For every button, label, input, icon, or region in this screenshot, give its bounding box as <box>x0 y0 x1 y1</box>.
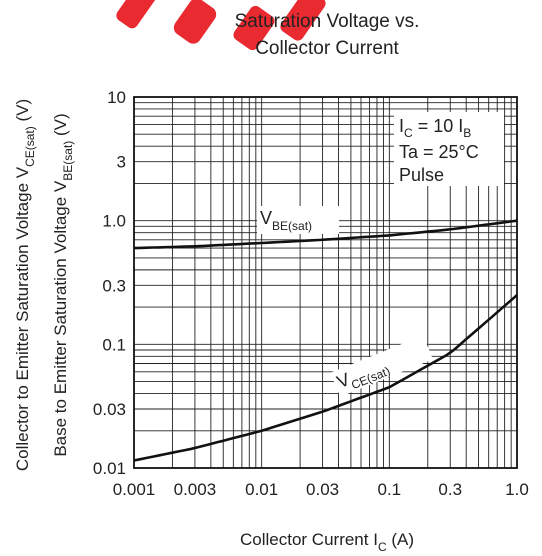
y-tick-labels: 0.01 0.03 0.1 0.3 1.0 3 10 <box>93 88 126 478</box>
x-tick-label: 0.3 <box>438 480 462 499</box>
vbe-sat-curve <box>133 219 518 250</box>
y-tick-label: 0.03 <box>93 400 126 419</box>
condition-line-1: IC = 10 IB <box>399 116 471 140</box>
y-tick-label: 3 <box>117 153 126 172</box>
y-axis-label-line2: Base to Emitter Saturation Voltage VBE(s… <box>51 113 75 456</box>
y-tick-label: 1.0 <box>102 212 126 231</box>
vbe-label: VBE(sat) <box>257 206 339 234</box>
y-tick-label: 10 <box>107 88 126 107</box>
y-axis-label-line1: Collector to Emitter Saturation Voltage … <box>13 99 37 471</box>
condition-line-2: Ta = 25°C <box>399 142 479 162</box>
y-tick-label: 0.01 <box>93 459 126 478</box>
vbe-label-main: V <box>260 208 272 228</box>
chart-title-line2: Collector Current <box>255 38 399 59</box>
x-tick-label: 0.003 <box>174 480 217 499</box>
plot-frame <box>133 96 518 469</box>
x-tick-labels: 0.001 0.003 0.01 0.03 0.1 0.3 1.0 <box>113 480 529 499</box>
y-tick-label: 0.1 <box>102 335 126 354</box>
vce-sat-curve <box>133 294 518 462</box>
condition-line-3: Pulse <box>399 165 444 185</box>
x-tick-label: 0.1 <box>378 480 402 499</box>
watermark <box>116 0 326 51</box>
vbe-label-sub: BE(sat) <box>272 219 312 233</box>
x-tick-label: 0.01 <box>245 480 278 499</box>
svg-text:VBE(sat): VBE(sat) <box>260 208 312 233</box>
curves <box>133 219 518 462</box>
conditions-box: IC = 10 IB Ta = 25°C Pulse <box>394 112 504 186</box>
x-tick-label: 0.001 <box>113 480 156 499</box>
x-axis-label: Collector Current IC (A) <box>240 530 414 554</box>
x-tick-label: 1.0 <box>505 480 529 499</box>
chart-title-line1: Saturation Voltage vs. <box>235 11 420 32</box>
y-tick-label: 0.3 <box>102 276 126 295</box>
x-tick-label: 0.03 <box>306 480 339 499</box>
